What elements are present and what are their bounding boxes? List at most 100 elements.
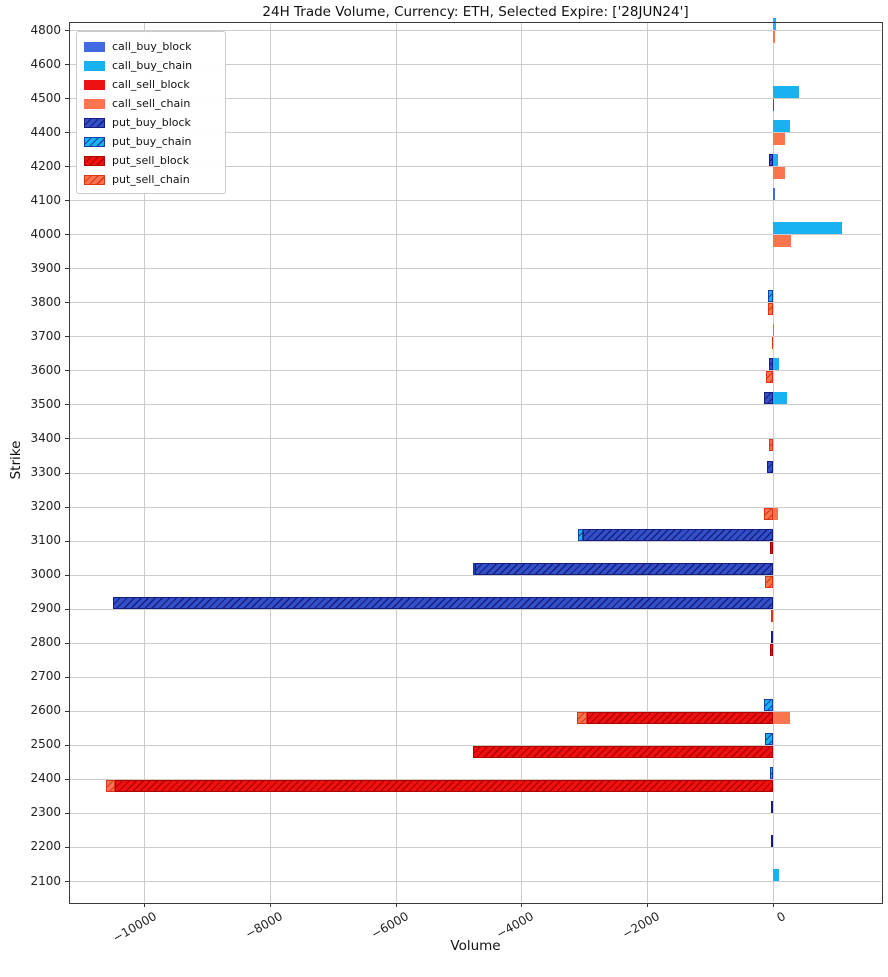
y-gridline (70, 438, 881, 440)
bar-segment-call_buy_chain (773, 86, 800, 99)
bar-segment-put_buy_block (764, 392, 773, 405)
bar-segment-call_sell_chain (773, 507, 779, 520)
y-tick-mark (65, 166, 69, 168)
bar-segment-put_sell_chain (767, 303, 773, 316)
y-tick-label: 2800 (30, 635, 61, 650)
y-gridline (70, 370, 881, 372)
bar-segment-put_buy_block (771, 834, 773, 847)
y-tick-label: 3100 (30, 533, 61, 548)
x-gridline (647, 23, 649, 902)
bar-segment-call_buy_chain (773, 324, 775, 337)
y-gridline (70, 506, 881, 508)
legend-swatch-put_sell_block (84, 155, 105, 166)
y-tick-mark (65, 472, 69, 474)
bar-segment-put_sell_chain (765, 575, 773, 588)
x-gridline (144, 23, 145, 902)
chart-root: 24H Trade Volume, Currency: ETH, Selecte… (8, 4, 883, 954)
bar-segment-put_sell_chain (764, 507, 773, 520)
y-tick-mark (65, 302, 69, 304)
y-tick-mark (65, 438, 69, 440)
y-tick-mark (65, 710, 69, 712)
bar-segment-call_buy_chain (773, 222, 843, 235)
y-gridline (70, 540, 881, 542)
x-gridline (773, 23, 774, 902)
bar-segment-put_buy_chain (767, 290, 773, 303)
y-tick-mark (65, 506, 69, 508)
legend-item: call_sell_block (84, 75, 218, 94)
bar-segment-put_buy_chain (770, 766, 773, 779)
y-tick-label: 3700 (30, 328, 61, 343)
y-tick-mark (65, 608, 69, 610)
bar-segment-call_buy_block (773, 188, 775, 201)
y-gridline (70, 200, 881, 202)
y-tick-mark (65, 404, 69, 406)
bar-segment-put_sell_chain (766, 371, 773, 384)
y-gridline (70, 166, 881, 168)
y-tick-label: 2600 (30, 703, 61, 718)
y-tick-label: 3800 (30, 294, 61, 309)
y-tick-label: 2700 (30, 669, 61, 684)
bar-segment-call_sell_chain (773, 31, 775, 43)
y-gridline (70, 881, 881, 882)
y-tick-mark (65, 540, 69, 542)
bar-segment-put_sell_block (770, 541, 773, 554)
legend-item: call_sell_chain (84, 94, 218, 113)
bar-segment-put_buy_block (769, 154, 773, 167)
legend-item: call_buy_chain (84, 56, 218, 75)
x-tick-mark (269, 903, 271, 907)
y-tick-label: 3400 (30, 430, 61, 445)
bar-segment-put_buy_block (474, 562, 773, 575)
legend-item: put_buy_chain (84, 132, 218, 151)
y-gridline (70, 30, 881, 31)
legend-swatch-call_buy_block (84, 41, 105, 52)
y-tick-mark (65, 200, 69, 202)
y-tick-label: 4400 (30, 124, 61, 139)
legend-label: put_sell_block (112, 154, 190, 167)
x-tick-mark (144, 903, 145, 907)
bar-segment-put_buy_chain (578, 528, 584, 541)
legend-label: call_sell_block (112, 78, 190, 91)
bar-segment-put_buy_block (113, 596, 773, 609)
bar-segment-call_buy_chain (773, 120, 790, 133)
y-tick-label: 2300 (30, 805, 61, 820)
y-gridline (70, 608, 881, 610)
bar-segment-call_sell_chain (773, 167, 785, 180)
y-tick-label: 3200 (30, 499, 61, 514)
y-gridline (70, 676, 881, 678)
legend-label: put_sell_chain (112, 173, 190, 186)
legend-item: put_sell_block (84, 151, 218, 170)
x-tick-mark (395, 903, 397, 907)
legend-swatch-call_sell_block (84, 79, 105, 90)
bar-segment-call_buy_chain (773, 392, 787, 405)
y-tick-mark (65, 676, 69, 678)
y-gridline (70, 778, 881, 780)
y-gridline (70, 132, 881, 134)
bar-segment-call_buy_chain (773, 18, 777, 30)
y-tick-mark (65, 881, 69, 882)
legend-swatch-put_buy_chain (84, 136, 105, 147)
y-tick-label: 4200 (30, 158, 61, 173)
y-gridline (70, 846, 881, 848)
bar-segment-call_sell_chain (773, 711, 790, 724)
x-tick-mark (773, 903, 774, 907)
y-tick-label: 2100 (30, 873, 61, 888)
bar-segment-put_buy_block (767, 460, 773, 473)
x-axis-label: Volume (450, 938, 501, 954)
bar-segment-put_sell_chain (769, 439, 773, 452)
y-gridline (70, 268, 881, 270)
chart-title: 24H Trade Volume, Currency: ETH, Selecte… (262, 4, 689, 20)
y-gridline (70, 472, 881, 474)
x-gridline (269, 23, 271, 902)
legend-swatch-call_buy_chain (84, 60, 105, 71)
y-gridline (70, 336, 881, 338)
y-gridline (70, 642, 881, 644)
y-tick-mark (65, 234, 69, 236)
y-tick-label: 3600 (30, 362, 61, 377)
legend-swatch-put_sell_chain (84, 174, 105, 185)
bar-segment-put_sell_chain (771, 609, 773, 622)
bar-segment-put_sell_block (115, 779, 773, 792)
y-tick-mark (65, 132, 69, 134)
y-tick-mark (65, 268, 69, 270)
bar-segment-call_sell_chain (773, 133, 785, 146)
y-tick-mark (65, 98, 69, 100)
